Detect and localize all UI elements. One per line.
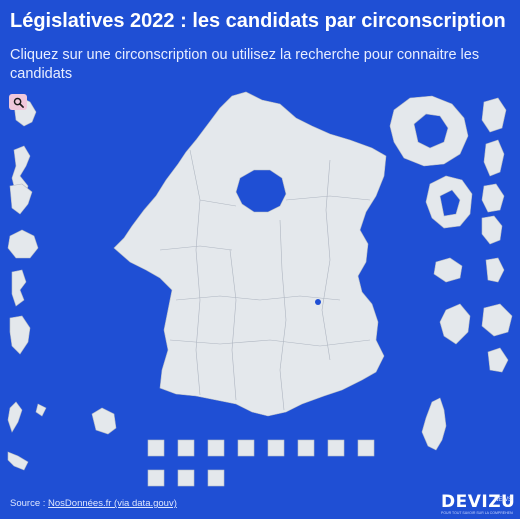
saint-barthelemy[interactable] (7, 451, 29, 471)
lyon-hole (315, 299, 321, 305)
page-subtitle: Cliquez sur une circonscription ou utili… (10, 47, 480, 82)
wallis-futuna[interactable] (7, 401, 23, 433)
guyane[interactable] (9, 315, 31, 355)
reunion[interactable] (7, 229, 39, 259)
toulouse-inset[interactable] (487, 347, 509, 373)
hauts-de-seine-inset[interactable] (481, 97, 507, 133)
foreign-constituency-square[interactable] (297, 439, 315, 457)
source-prefix: Source : (10, 498, 49, 509)
foreign-constituency-square[interactable] (207, 469, 225, 487)
paris-inset-core (413, 113, 449, 149)
search-button[interactable] (9, 94, 27, 110)
brand-tagline: POUR TOUT SAVOIR SUR LA COMPRÉHENSION (441, 511, 513, 515)
search-icon (13, 97, 24, 108)
source-link[interactable]: NosDonnées.fr (via data.gouv) (48, 498, 177, 509)
seine-et-marne-inset[interactable] (485, 257, 505, 283)
foreign-constituency-square[interactable] (147, 469, 165, 487)
lyon-inset[interactable] (439, 303, 471, 345)
source-credit: Source : NosDonnées.fr (via data.gouv) (10, 498, 177, 509)
foreign-constituency-square[interactable] (357, 439, 375, 457)
foreign-constituency-square[interactable] (237, 439, 255, 457)
foreign-constituency-square[interactable] (327, 439, 345, 457)
page-title: Législatives 2022 : les candidats par ci… (10, 10, 506, 32)
seine-saint-denis-inset[interactable] (483, 139, 505, 177)
foreign-constituency-square[interactable] (177, 439, 195, 457)
foreign-constituency-square[interactable] (207, 439, 225, 457)
brand-logo-suffix: NEWS (494, 497, 512, 503)
foreign-constituencies (147, 439, 375, 487)
mainland-france[interactable] (113, 91, 387, 417)
nouvelle-caledonie[interactable] (91, 407, 117, 435)
corsica[interactable] (421, 397, 447, 451)
department-borders (159, 149, 371, 411)
foreign-constituency-square[interactable] (147, 439, 165, 457)
brand-logo[interactable]: DEVIZU (441, 492, 516, 512)
yvelines-inset[interactable] (433, 257, 463, 283)
ile-de-france-outline (235, 169, 287, 213)
essonne-inset[interactable] (481, 183, 505, 213)
val-d-oise-inset[interactable] (481, 215, 503, 245)
mayotte[interactable] (11, 269, 27, 307)
polynesie[interactable] (35, 403, 47, 417)
martinique[interactable] (9, 183, 33, 215)
marseille-inset[interactable] (481, 303, 513, 337)
val-de-marne-inset-core (439, 189, 461, 217)
foreign-constituency-square[interactable] (267, 439, 285, 457)
foreign-constituency-square[interactable] (177, 469, 195, 487)
